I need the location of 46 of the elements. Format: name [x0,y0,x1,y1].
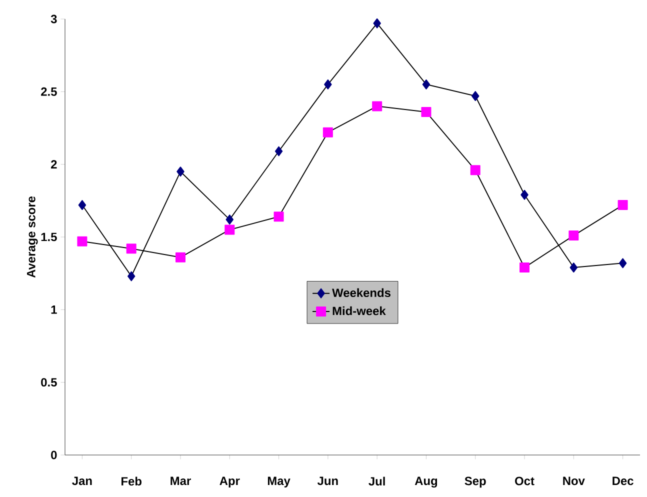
point [77,236,88,246]
y-tick-label: 2 [51,160,57,169]
point [470,165,480,176]
x-tick-label: Apr [220,476,240,488]
y-tick-label: 1 [51,306,57,314]
point [570,262,578,273]
x-tick-label: Sep [464,476,486,488]
x-tick-label: Jan [72,476,92,486]
point [471,91,480,102]
y-tick-label: 0.5 [41,378,57,387]
x-tick-label: Aug [414,476,438,488]
x-tick-label: Jul [368,476,385,486]
x-tick-label: Oct [515,476,534,486]
point [568,230,579,241]
point [520,190,528,200]
point [127,271,136,282]
x-tick-label: Mar [170,476,191,486]
x-tick-label: Jun [317,476,338,486]
x-tick-label: Dec [612,476,634,486]
point [126,244,136,254]
x-tick-label: Nov [563,476,585,486]
y-axis-title: Average score [27,196,38,278]
legend-label: Mid-week [332,306,386,316]
y-tick-label: 2.5 [41,87,57,96]
point [421,107,432,118]
y-tick-label: 3 [50,14,57,24]
point [373,18,381,28]
x-tick-label: Feb [122,476,142,486]
point [324,79,332,90]
point [422,79,430,90]
x-tick-label: May [268,476,290,488]
point [274,212,284,222]
point [224,224,235,235]
point [372,101,382,112]
legend-label: Weekends [332,288,390,298]
point [78,200,86,210]
point [618,200,628,210]
point [176,166,184,177]
point [274,146,283,156]
point [520,262,530,273]
point [618,258,627,268]
point [175,252,186,262]
y-tick-label: 1.5 [41,232,57,242]
y-tick-label: 0 [51,450,57,460]
point [226,214,234,225]
point [322,127,333,138]
